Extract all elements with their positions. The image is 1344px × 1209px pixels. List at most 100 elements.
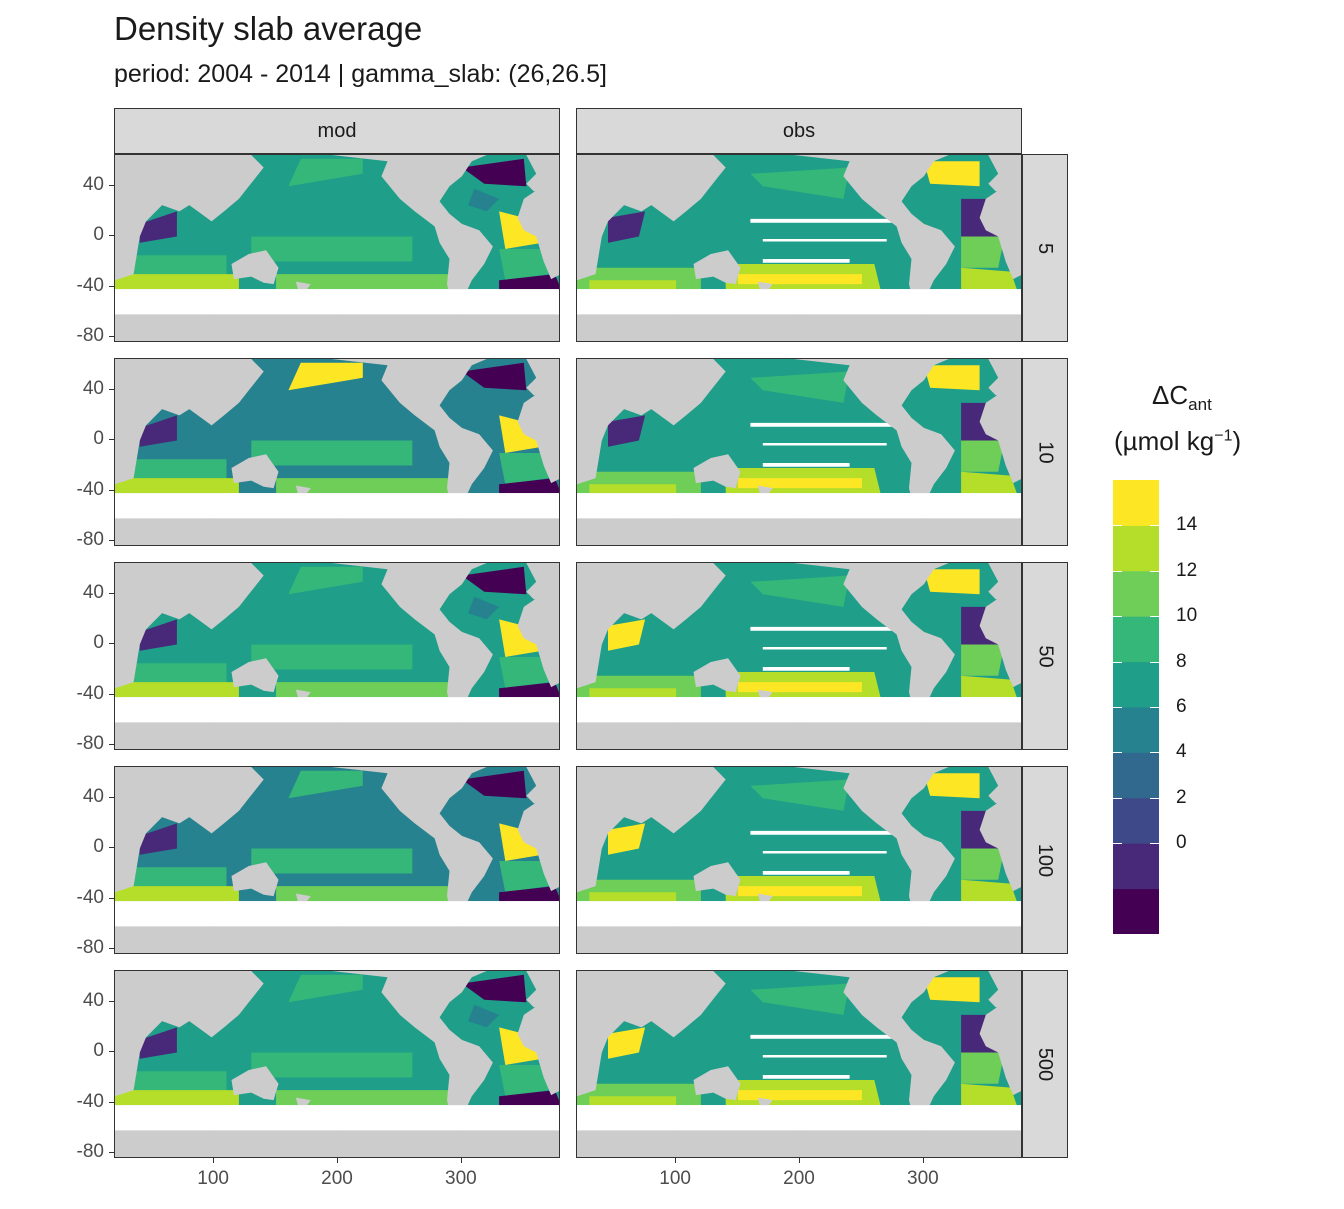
land-mass [793, 767, 955, 918]
y-tick-label: -40 [76, 886, 104, 908]
land-mass [526, 359, 559, 400]
panel-obs-10 [576, 358, 1022, 546]
field-region [461, 770, 527, 799]
map-mod-5 [115, 155, 559, 341]
y-tick-mark [109, 185, 114, 187]
legend-tick [1113, 707, 1122, 708]
field-region [961, 267, 1017, 290]
field-region [750, 575, 850, 607]
field-region [499, 682, 559, 698]
legend-unit: (µmol kg−1) [1114, 426, 1242, 456]
field-region [276, 682, 450, 698]
land-mass [979, 392, 1021, 484]
field-region [115, 274, 239, 290]
field-region [750, 371, 850, 403]
field-region [750, 779, 850, 811]
field-region [251, 1052, 413, 1078]
legend-swatch [1113, 707, 1159, 753]
field-region [288, 974, 363, 1003]
field-region [461, 158, 527, 187]
field-region [499, 1090, 559, 1106]
field-region [499, 1065, 549, 1097]
land-mass [793, 971, 955, 1122]
y-tick-mark [109, 235, 114, 237]
legend-tick [1113, 661, 1122, 663]
legend-label: 4 [1176, 741, 1187, 763]
y-tick-label: -40 [76, 682, 104, 704]
land-mass [577, 155, 726, 281]
field-region [115, 682, 239, 698]
legend-tick [1113, 616, 1122, 618]
land-mass [793, 359, 955, 510]
field-region [608, 1027, 646, 1059]
field-region [750, 983, 850, 1015]
land-mass [577, 926, 1021, 953]
field-region [251, 236, 413, 262]
legend-tick [1150, 707, 1159, 708]
field-region [288, 566, 363, 595]
land-mass [331, 359, 493, 510]
plot-subtitle: period: 2004 - 2014 | gamma_slab: (26,26… [114, 60, 607, 88]
facet-strip-row-5: 5 [1022, 154, 1068, 342]
y-tick-label: -40 [76, 478, 104, 500]
y-tick-label: -80 [76, 324, 104, 346]
field-region [738, 886, 862, 897]
facet-strip-obs: obs [576, 108, 1022, 154]
land-mass [577, 1130, 1021, 1157]
legend-swatch [1113, 888, 1159, 934]
field-region [276, 1090, 450, 1106]
field-region [468, 392, 500, 416]
legend-label: 10 [1176, 605, 1198, 627]
land-mass [577, 971, 726, 1097]
legend-label: 2 [1176, 786, 1187, 808]
panel-mod-100 [114, 766, 560, 954]
field-region [961, 644, 1005, 676]
land-mass [115, 971, 264, 1097]
field-region [115, 1090, 239, 1106]
facet-strip-row-50: 50 [1022, 562, 1068, 750]
legend-swatch [1113, 616, 1159, 663]
field-region [589, 484, 677, 494]
field-region [923, 977, 980, 1003]
y-tick-mark [109, 1151, 114, 1153]
land-mass [331, 563, 493, 714]
field-region [251, 848, 413, 874]
field-region [468, 188, 500, 212]
legend-tick [1113, 797, 1122, 799]
land-mass [979, 800, 1021, 892]
field-region [499, 453, 549, 485]
field-region [738, 682, 862, 693]
y-tick-label: 0 [93, 1040, 104, 1062]
land-mass [979, 1004, 1021, 1096]
land-mass [115, 926, 559, 953]
panel-mod-5 [114, 154, 560, 342]
y-tick-label: 40 [82, 582, 104, 604]
field-region [589, 1096, 677, 1106]
land-mass [115, 359, 264, 485]
panel-obs-100 [576, 766, 1022, 954]
y-tick-label: -40 [76, 1090, 104, 1112]
land-mass [526, 155, 559, 196]
land-mass [517, 392, 559, 484]
plot-title: Density slab average [114, 10, 423, 47]
land-mass [577, 722, 1021, 749]
map-obs-500 [577, 971, 1021, 1157]
field-region [499, 478, 559, 494]
land-mass [115, 722, 559, 749]
y-tick-mark [109, 947, 114, 949]
y-tick-mark [109, 643, 114, 645]
land-mass [115, 155, 264, 281]
land-mass [693, 862, 741, 897]
x-tick-label: 100 [659, 1168, 691, 1189]
legend-tick [1150, 752, 1159, 754]
field-region [923, 161, 980, 187]
land-mass [526, 767, 559, 808]
x-tick-label: 300 [445, 1168, 477, 1189]
land-mass [231, 250, 279, 285]
land-mass [517, 596, 559, 688]
y-tick-label: -80 [76, 936, 104, 958]
field-region [499, 886, 559, 902]
land-mass [693, 454, 741, 489]
field-region [115, 478, 239, 494]
land-mass [693, 250, 741, 285]
